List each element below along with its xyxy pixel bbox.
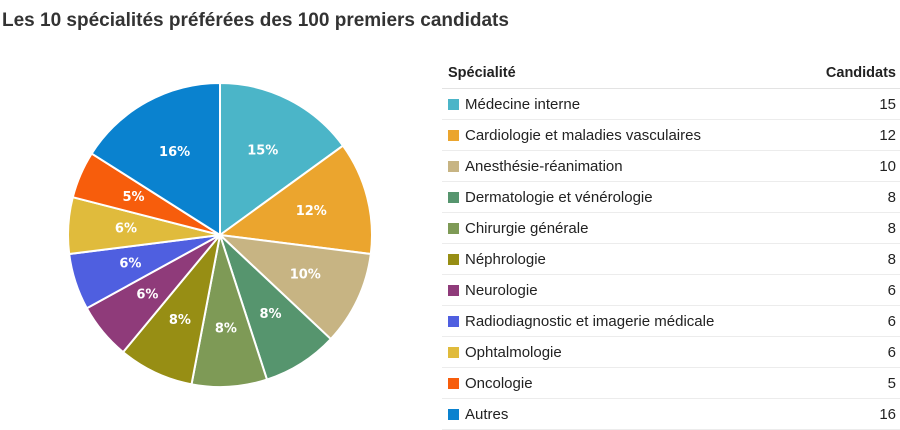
legend-row: Neurologie 6: [442, 274, 900, 306]
pie-slice-label: 15%: [247, 144, 278, 159]
legend-label-cell: Oncologie: [442, 367, 797, 399]
legend-label: Ophtalmologie: [465, 343, 562, 361]
legend-swatch: [448, 191, 459, 203]
legend-label: Neurologie: [465, 281, 538, 299]
legend-row: Oncologie 5: [442, 367, 900, 399]
legend-label-cell: Autres: [442, 398, 797, 430]
legend-table: Spécialité Candidats Médecine interne 15 C…: [442, 58, 900, 430]
legend-label-cell: Néphrologie: [442, 243, 797, 275]
legend-label-cell: Cardiologie et maladies vasculaires: [442, 119, 797, 151]
legend-value: 5: [796, 367, 900, 399]
pie-slice-label: 5%: [122, 190, 144, 205]
legend-row: Autres 16: [442, 398, 900, 430]
pie-slice: [217, 233, 372, 341]
legend-value: 10: [796, 150, 900, 182]
legend-value: 8: [796, 212, 900, 244]
pie-chart: 15% 12% 10% 8% 8% 8% 6% 6% 6% 5% 16%: [67, 81, 373, 389]
legend-label-cell: Anesthésie-réanimation: [442, 150, 797, 182]
legend-swatch: [448, 315, 459, 327]
pie-slice: [217, 144, 373, 256]
pie-slice-label: 8%: [259, 307, 281, 322]
legend-label: Cardiologie et maladies vasculaires: [465, 126, 701, 144]
legend-label-cell: Neurologie: [442, 274, 797, 306]
legend-value: 8: [796, 181, 900, 213]
pie-slice: [219, 81, 345, 237]
legend-value: 6: [796, 305, 900, 337]
legend-label-cell: Médecine interne: [442, 88, 797, 120]
legend-swatch: [448, 284, 459, 296]
legend-row: Chirurgie générale 8: [442, 212, 900, 244]
legend-swatch: [448, 253, 459, 265]
header-specialite: Spécialité: [442, 58, 797, 89]
pie-slice-label: 6%: [119, 257, 141, 272]
pie-slice-label: 10%: [290, 268, 321, 283]
legend-label: Chirurgie générale: [465, 219, 589, 237]
legend-label: Radiodiagnostic et imagerie médicale: [465, 312, 715, 330]
legend-header-row: Spécialité Candidats: [442, 58, 900, 89]
chart-title: Les 10 spécialités préférées des 100 pre…: [2, 10, 509, 31]
legend-row: Médecine interne 15: [442, 88, 900, 120]
legend-label: Anesthésie-réanimation: [465, 157, 623, 175]
legend-row: Radiodiagnostic et imagerie médicale 6: [442, 305, 900, 337]
legend-label-cell: Ophtalmologie: [442, 336, 797, 368]
pie-slice: [90, 81, 221, 237]
legend-swatch: [448, 129, 459, 141]
pie-slice-label: 8%: [215, 322, 237, 337]
legend-label: Dermatologie et vénérologie: [465, 188, 653, 206]
legend-value: 12: [796, 119, 900, 151]
legend-swatch: [448, 222, 459, 234]
pie-slice-label: 12%: [296, 204, 327, 219]
legend-value: 15: [796, 88, 900, 120]
pie-slice-label: 16%: [159, 145, 190, 160]
legend-value: 6: [796, 336, 900, 368]
legend-label-cell: Dermatologie et vénérologie: [442, 181, 797, 213]
legend-value: 16: [796, 398, 900, 430]
legend-row: Cardiologie et maladies vasculaires 12: [442, 119, 900, 151]
legend-row: Dermatologie et vénérologie 8: [442, 181, 900, 213]
legend-label-cell: Chirurgie générale: [442, 212, 797, 244]
pie-slice-label: 6%: [115, 222, 137, 237]
legend-label: Oncologie: [465, 374, 533, 392]
legend-label: Autres: [465, 405, 509, 423]
legend-swatch: [448, 160, 459, 172]
legend-swatch: [448, 408, 459, 420]
legend-row: Néphrologie 8: [442, 243, 900, 275]
legend-row: Anesthésie-réanimation 10: [442, 150, 900, 182]
legend-label: Médecine interne: [465, 95, 581, 113]
legend-value: 8: [796, 243, 900, 275]
legend-row: Ophtalmologie 6: [442, 336, 900, 368]
header-candidats: Candidats: [796, 58, 900, 89]
legend-label: Néphrologie: [465, 250, 546, 268]
legend-label-cell: Radiodiagnostic et imagerie médicale: [442, 305, 797, 337]
pie-slice-label: 8%: [169, 313, 191, 328]
legend-value: 6: [796, 274, 900, 306]
legend-swatch: [448, 377, 459, 389]
legend-swatch: [448, 346, 459, 358]
legend-swatch: [448, 98, 459, 110]
pie-slice-label: 6%: [136, 288, 158, 303]
